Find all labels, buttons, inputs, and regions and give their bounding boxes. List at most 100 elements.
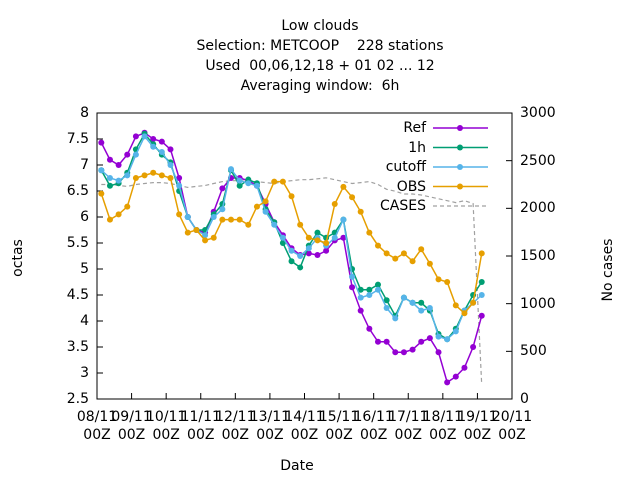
- series-point: [228, 166, 235, 173]
- series-point: [478, 312, 485, 319]
- series-point: [158, 138, 165, 145]
- series-point: [98, 139, 105, 146]
- series-point: [167, 146, 174, 153]
- series-point: [210, 234, 217, 241]
- series-point: [452, 328, 459, 335]
- y-tick-label: 5.5: [66, 235, 89, 251]
- x-tick-label: 16/11 00Z: [353, 409, 394, 443]
- series-point: [340, 234, 347, 241]
- y2-tick-label: 1500: [520, 248, 556, 264]
- y-tick-label: 7.5: [66, 131, 89, 147]
- series-point: [279, 234, 286, 241]
- series-point: [478, 250, 485, 257]
- series-point: [305, 250, 312, 257]
- series-point: [323, 240, 330, 246]
- series-point: [262, 208, 269, 215]
- y2-tick-label: 500: [520, 343, 547, 360]
- series-point: [357, 307, 364, 314]
- series-point: [184, 214, 191, 220]
- series-point: [357, 286, 364, 293]
- series-point: [392, 255, 399, 262]
- series-point: [132, 133, 139, 140]
- chart-subtitle: Averaging window: 6h: [240, 78, 400, 94]
- series-point: [106, 182, 113, 189]
- x-tick-label: 19/11 00Z: [457, 409, 498, 443]
- series-point: [124, 172, 131, 179]
- series-point: [98, 167, 105, 174]
- series-point: [400, 250, 407, 257]
- x-tick-label: 17/11 00Z: [388, 409, 429, 443]
- series-point: [202, 237, 209, 244]
- legend-marker: [457, 164, 463, 170]
- series-point: [228, 216, 235, 223]
- series-point: [314, 251, 321, 258]
- series-point: [400, 294, 407, 301]
- series-point: [478, 292, 485, 298]
- series-point: [210, 214, 217, 220]
- series-point: [236, 216, 243, 223]
- series-point: [219, 185, 226, 192]
- series-point: [236, 182, 243, 189]
- y-tick-label: 5: [80, 261, 89, 277]
- series-point: [392, 349, 399, 356]
- series-point: [444, 379, 451, 386]
- y-tick-label: 7: [80, 157, 89, 173]
- series-point: [262, 198, 269, 205]
- series-point: [470, 299, 477, 306]
- series-point: [106, 175, 113, 181]
- legend-label: 1h: [408, 139, 426, 156]
- series-point: [150, 169, 157, 176]
- y2-tick-label: 0: [520, 391, 529, 407]
- series-point: [288, 247, 295, 254]
- series-point: [115, 177, 122, 184]
- series-point: [435, 276, 442, 283]
- series-point: [253, 203, 260, 210]
- series-point: [167, 175, 174, 181]
- series-point: [245, 221, 252, 228]
- x-tick-label: 09/11 00Z: [111, 409, 152, 443]
- series-point: [444, 336, 451, 343]
- series-point: [124, 151, 131, 158]
- series-point: [219, 216, 226, 223]
- chart-subtitle: Selection: METCOOP 228 stations: [196, 38, 444, 54]
- series-point: [331, 234, 338, 241]
- series-point: [435, 349, 442, 356]
- series-point: [383, 250, 390, 257]
- series-point: [461, 310, 468, 317]
- series-point: [271, 178, 278, 185]
- series-point: [426, 335, 433, 342]
- chart-title: Low clouds: [281, 18, 359, 34]
- x-tick-label: 12/11 00Z: [215, 409, 256, 443]
- series-point: [418, 246, 425, 253]
- series-point: [115, 211, 122, 218]
- y-tick-label: 3: [80, 365, 89, 381]
- y-axis-label: octas: [10, 239, 26, 277]
- series-point: [383, 305, 390, 311]
- series-point: [340, 183, 347, 190]
- chart-subtitle: Used 00,06,12,18 + 01 02 ... 12: [205, 58, 435, 74]
- y-tick-label: 6.5: [66, 183, 89, 199]
- series-point: [374, 286, 381, 293]
- legend-label: OBS: [396, 178, 426, 195]
- legend-marker: [457, 144, 463, 151]
- series-point: [158, 172, 165, 179]
- x-axis-label: Date: [280, 458, 314, 474]
- series-point: [366, 229, 373, 236]
- series-point: [435, 333, 442, 340]
- series-point: [150, 143, 157, 150]
- series-point: [366, 325, 373, 332]
- series-point: [150, 136, 157, 142]
- series-point: [253, 182, 260, 189]
- series-point: [331, 201, 338, 207]
- series-point: [124, 203, 131, 210]
- series-point: [409, 258, 416, 265]
- series-point: [409, 299, 416, 306]
- series-point: [426, 305, 433, 311]
- x-tick-label: 13/11 00Z: [249, 409, 291, 443]
- series-point: [323, 247, 330, 254]
- y-tick-label: 6: [80, 209, 89, 225]
- series-point: [374, 242, 381, 249]
- series-point: [141, 172, 148, 179]
